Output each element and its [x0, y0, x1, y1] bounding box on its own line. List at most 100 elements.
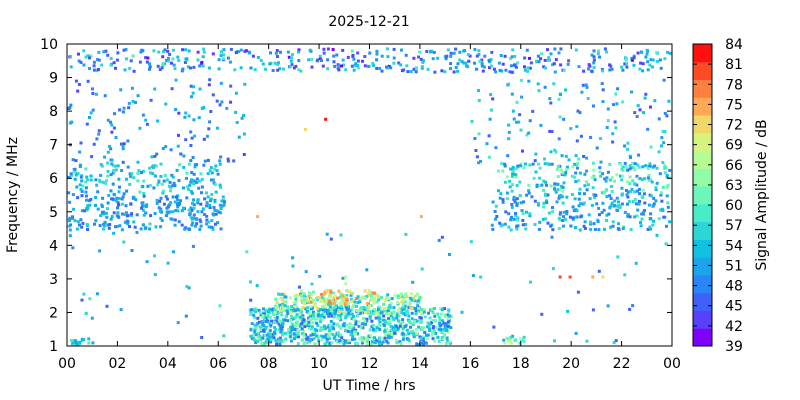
data-cell	[642, 209, 646, 213]
data-cell	[447, 319, 451, 322]
data-cell	[143, 204, 147, 208]
data-cell	[407, 332, 411, 336]
data-cell	[157, 206, 161, 210]
data-cell	[264, 338, 268, 342]
data-cell	[583, 172, 587, 176]
data-cell	[373, 296, 377, 300]
data-cell	[373, 341, 377, 345]
data-cell	[272, 331, 276, 335]
data-cell	[372, 328, 375, 331]
data-cell	[645, 48, 649, 52]
data-cell	[438, 318, 442, 322]
data-cell	[489, 58, 493, 62]
data-cell	[165, 178, 169, 182]
x-tick-label: 12	[361, 356, 379, 372]
data-cell	[284, 337, 288, 341]
data-cell	[637, 202, 641, 206]
data-cell	[364, 311, 367, 315]
data-cell	[587, 213, 591, 217]
data-cell	[626, 141, 630, 145]
data-cell	[344, 275, 348, 279]
data-cell	[274, 297, 278, 301]
data-cell	[97, 132, 101, 136]
data-cell	[236, 50, 240, 54]
data-cell	[279, 330, 283, 334]
data-cell	[339, 318, 343, 322]
data-cell	[626, 190, 630, 194]
data-cell	[608, 63, 612, 67]
data-cell	[525, 210, 528, 214]
colorbar-tick-label: 57	[725, 218, 743, 234]
colorbar-tick-label: 48	[725, 279, 743, 295]
data-cell	[138, 190, 142, 194]
data-cell	[633, 215, 637, 219]
data-cell	[549, 224, 553, 228]
data-cell	[273, 311, 277, 314]
data-cell	[622, 225, 626, 229]
data-cell	[538, 166, 542, 170]
data-cell	[190, 217, 194, 221]
data-cell	[522, 166, 526, 170]
data-cell	[135, 231, 139, 234]
data-cell	[503, 164, 507, 168]
data-cell	[345, 289, 349, 293]
data-cell	[593, 228, 597, 231]
data-cell	[281, 331, 285, 335]
data-cell	[443, 324, 447, 328]
data-cell	[658, 58, 662, 62]
data-cell	[316, 317, 320, 321]
data-cell	[415, 67, 418, 70]
data-cell	[631, 304, 635, 308]
data-cell	[309, 292, 313, 296]
data-cell	[177, 179, 181, 183]
data-cell	[633, 190, 637, 194]
data-cell	[597, 228, 601, 232]
data-cell	[592, 61, 596, 65]
data-cell	[298, 285, 301, 289]
data-cell	[573, 162, 576, 166]
data-cell	[478, 59, 482, 63]
data-cell	[307, 299, 311, 303]
data-cell	[144, 118, 148, 122]
data-cell	[426, 67, 430, 71]
data-cell	[555, 200, 559, 204]
colorbar-segment	[693, 61, 712, 81]
data-cell	[85, 222, 89, 226]
data-cell	[422, 310, 426, 314]
data-cell	[272, 311, 276, 315]
data-cell	[557, 227, 561, 230]
data-cell	[225, 106, 229, 110]
data-cell	[545, 201, 549, 205]
data-cell	[401, 332, 405, 336]
data-cell	[169, 201, 173, 205]
data-cell	[159, 217, 163, 220]
data-cell	[345, 312, 348, 316]
data-cell	[85, 194, 88, 198]
data-cell	[73, 167, 77, 171]
data-cell	[308, 327, 312, 330]
data-cell	[479, 275, 483, 279]
data-cell	[335, 332, 339, 336]
data-cell	[134, 101, 137, 104]
data-cell	[602, 191, 606, 195]
data-cell	[613, 199, 617, 203]
data-cell	[510, 215, 513, 219]
data-cell	[526, 66, 530, 70]
data-cell	[433, 339, 437, 343]
data-cell	[190, 171, 194, 175]
data-cell	[646, 167, 650, 171]
data-cell	[172, 181, 176, 185]
data-cell	[121, 160, 125, 164]
data-cell	[286, 50, 290, 54]
data-cell	[166, 261, 170, 265]
data-cell	[639, 224, 643, 228]
data-cell	[516, 61, 519, 65]
data-cell	[456, 62, 460, 66]
data-cell	[195, 180, 199, 184]
data-cell	[612, 341, 616, 345]
data-cell	[386, 309, 390, 313]
data-cell	[561, 186, 565, 189]
data-cell	[330, 314, 334, 318]
data-cells	[67, 47, 672, 346]
